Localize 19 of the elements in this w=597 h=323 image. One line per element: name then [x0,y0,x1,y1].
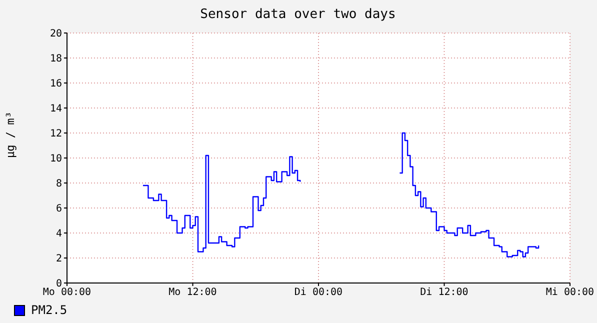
y-tick-label: 2 [56,254,62,265]
y-tick-label: 0 [56,278,62,290]
y-tick-label: 20 [50,28,62,40]
y-tick-label: 8 [56,178,62,190]
y-tick-label: 14 [50,104,62,115]
y-tick-label: 10 [50,154,62,165]
y-tick-label: 6 [56,204,62,215]
x-tick-label: Di 12:00 [420,287,468,298]
x-tick-label: Di 00:00 [294,287,343,298]
y-tick-label: 4 [56,228,62,240]
x-tick-label: Mo 12:00 [168,287,217,298]
y-axis-title: µg / m³ [4,112,17,158]
y-tick-label: 18 [50,54,62,65]
legend-label: PM2.5 [31,303,68,317]
x-tick-label: Mo 00:00 [42,287,92,298]
y-tick-label: 16 [50,78,62,90]
x-tick-label: Mi 00:00 [546,287,594,298]
y-tick-label: 12 [50,128,62,140]
chart-title: Sensor data over two days [200,7,396,22]
